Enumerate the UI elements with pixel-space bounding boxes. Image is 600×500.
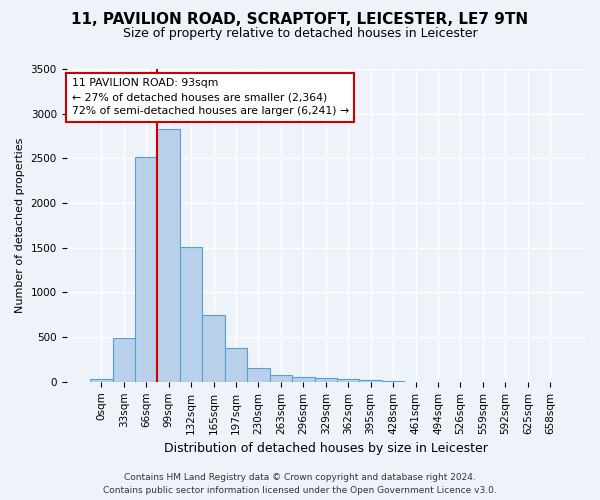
Text: Contains HM Land Registry data © Crown copyright and database right 2024.
Contai: Contains HM Land Registry data © Crown c… xyxy=(103,473,497,495)
Bar xyxy=(180,247,202,382)
Bar xyxy=(292,377,314,382)
Text: 11 PAVILION ROAD: 93sqm
← 27% of detached houses are smaller (2,364)
72% of semi: 11 PAVILION ROAD: 93sqm ← 27% of detache… xyxy=(72,78,349,116)
Y-axis label: Number of detached properties: Number of detached properties xyxy=(15,138,25,313)
Bar xyxy=(157,129,180,382)
Bar xyxy=(247,368,269,382)
Bar xyxy=(113,338,135,382)
Bar xyxy=(359,380,382,382)
Bar xyxy=(314,378,337,382)
Bar xyxy=(90,379,113,382)
Bar xyxy=(225,348,247,382)
Bar xyxy=(269,374,292,382)
Text: Size of property relative to detached houses in Leicester: Size of property relative to detached ho… xyxy=(122,28,478,40)
Bar xyxy=(135,158,157,382)
Text: 11, PAVILION ROAD, SCRAPTOFT, LEICESTER, LE7 9TN: 11, PAVILION ROAD, SCRAPTOFT, LEICESTER,… xyxy=(71,12,529,28)
X-axis label: Distribution of detached houses by size in Leicester: Distribution of detached houses by size … xyxy=(164,442,488,455)
Bar xyxy=(337,379,359,382)
Bar xyxy=(202,315,225,382)
